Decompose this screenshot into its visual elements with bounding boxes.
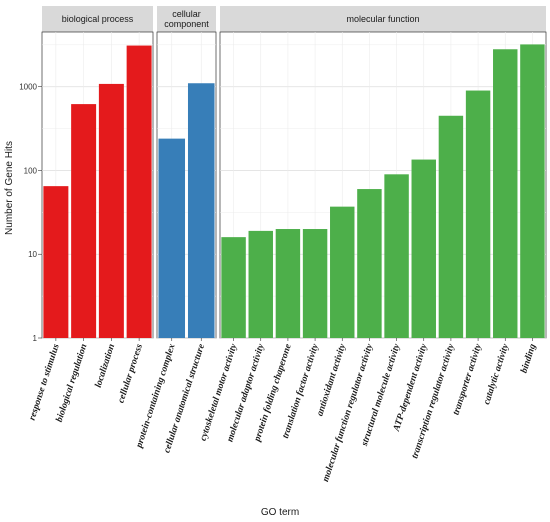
bar [126,45,152,338]
facet-strip [220,6,546,32]
bar [438,115,464,338]
facet-panels: 1 10 100 1000 biological process response to … [19,6,547,483]
bar [43,186,69,338]
bar [330,206,355,338]
bar [248,230,273,338]
facet-strip [157,6,216,32]
y-tick-label: 1000 [19,83,37,92]
facet-strip-label: molecular function [346,14,419,24]
bar [493,49,518,338]
bar [71,104,97,339]
bar [158,138,186,338]
bar [98,83,124,339]
facet-strip-label: biological process [62,14,134,24]
x-tick-label: molecular function regulator activity [321,342,375,483]
bar [520,44,545,338]
facet-panel: biological process response to stimulusbi… [28,6,154,424]
x-tick-label: response to stimulus [28,343,62,422]
y-tick-label: 1 [33,334,38,343]
x-tick-label: binding [519,343,538,375]
bar [221,237,246,338]
facet-strip [42,6,153,32]
bar [187,83,215,338]
bar [302,229,328,338]
y-axis-title: Number of Gene Hits [4,141,15,235]
bar [465,90,491,338]
panel-background [219,31,547,339]
y-tick-label: 10 [28,250,37,259]
x-tick-label: cellular process [116,343,145,405]
x-tick-label: catalytic activity [482,342,511,406]
x-tick-label: antioxidant activity [315,342,348,417]
y-tick-label: 100 [24,166,38,175]
x-tick-label: biological regulation [55,343,90,424]
bar [357,189,382,338]
facet-strip-label: cellular [172,9,201,19]
x-tick-label: transporter activity [452,342,485,416]
x-axis-title: GO term [261,507,299,518]
facet-strip-label: component [164,19,209,29]
bar [411,159,436,338]
bar [384,174,409,338]
x-tick-label: localization [94,343,118,389]
bar [275,229,301,338]
